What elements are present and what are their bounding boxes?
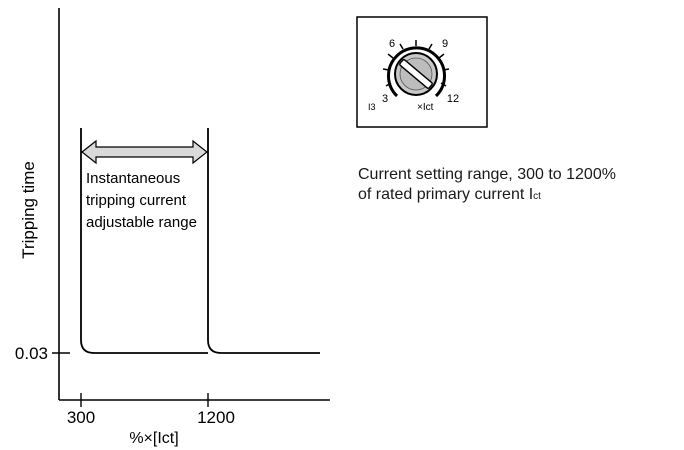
dial-right-label: ×Ict (417, 102, 434, 113)
dial-tick-label-9: 9 (442, 38, 448, 50)
x-tick-label-1200: 1200 (197, 408, 235, 427)
caption-line-2-text: of rated primary current I (358, 186, 534, 203)
caption-line-2-subscript: ct (533, 191, 541, 202)
dial-tick-marks (382, 40, 450, 87)
dial-tick-label-6: 6 (389, 38, 395, 50)
curve-300 (80, 128, 208, 354)
caption-line-1: Current setting range, 300 to 1200% (358, 166, 616, 183)
range-label-line-3: adjustable range (86, 214, 197, 231)
dial-caption: Current setting range, 300 to 1200% of r… (358, 165, 684, 207)
x-tick-label-300: 300 (67, 408, 95, 427)
x-axis-label: %×[Ict] (129, 430, 178, 447)
range-label-line-1: Instantaneous (86, 170, 180, 187)
dial-tick-label-12: 12 (447, 93, 459, 105)
y-axis-label: Tripping time (19, 161, 38, 259)
curve-1200 (207, 128, 320, 354)
tripping-graph: 0.03 300 1200 %×[Ict] Tripping time Inst… (15, 8, 330, 447)
dial-tick-label-3: 3 (382, 93, 388, 105)
dial-left-label: I3 (368, 102, 376, 112)
dial-scale-arc (387, 46, 446, 98)
dial-slot (399, 59, 433, 89)
y-tick-label-0-03: 0.03 (15, 344, 48, 363)
caption-line-2: of rated primary current Ict (358, 185, 684, 207)
setting-dial-box: 3 6 9 12 I3 ×Ict (356, 16, 488, 128)
range-label-line-2: tripping current (86, 192, 187, 209)
adjustable-range-arrow (81, 139, 208, 165)
